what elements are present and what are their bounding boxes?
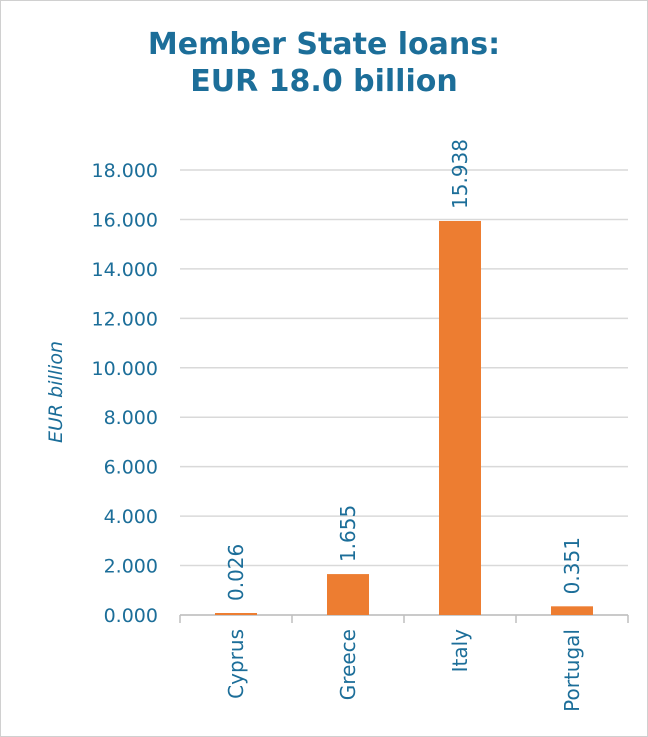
- y-axis-label: EUR billion: [45, 341, 67, 443]
- data-label: 0.026: [224, 544, 248, 601]
- bar: [439, 220, 481, 615]
- data-label: 1.655: [336, 505, 360, 562]
- bar: [327, 574, 369, 615]
- y-tick-label: 4.000: [104, 506, 158, 528]
- chart-title-line2: EUR 18.0 billion: [190, 64, 458, 99]
- chart-title: Member State loans: EUR 18.0 billion: [0, 26, 648, 100]
- y-tick-label: 10.000: [92, 358, 158, 380]
- y-tick-label: 14.000: [92, 259, 158, 281]
- y-tick-label: 18.000: [92, 160, 158, 182]
- x-tick-label: Italy: [448, 629, 472, 673]
- y-tick-label: 0.000: [104, 605, 158, 627]
- bar: [551, 606, 593, 615]
- x-tick-label: Greece: [336, 629, 360, 700]
- chart-title-line1: Member State loans:: [147, 27, 501, 62]
- y-tick-label: 12.000: [92, 308, 158, 330]
- data-label: 15.938: [448, 139, 472, 209]
- y-tick-label: 6.000: [104, 457, 158, 479]
- y-tick-label: 16.000: [92, 209, 158, 231]
- y-tick-label: 8.000: [104, 407, 158, 429]
- x-tick-label: Portugal: [560, 629, 584, 712]
- y-tick-label: 2.000: [104, 556, 158, 578]
- bar: [215, 613, 257, 615]
- x-tick-label: Cyprus: [224, 629, 248, 699]
- data-label: 0.351: [560, 537, 584, 594]
